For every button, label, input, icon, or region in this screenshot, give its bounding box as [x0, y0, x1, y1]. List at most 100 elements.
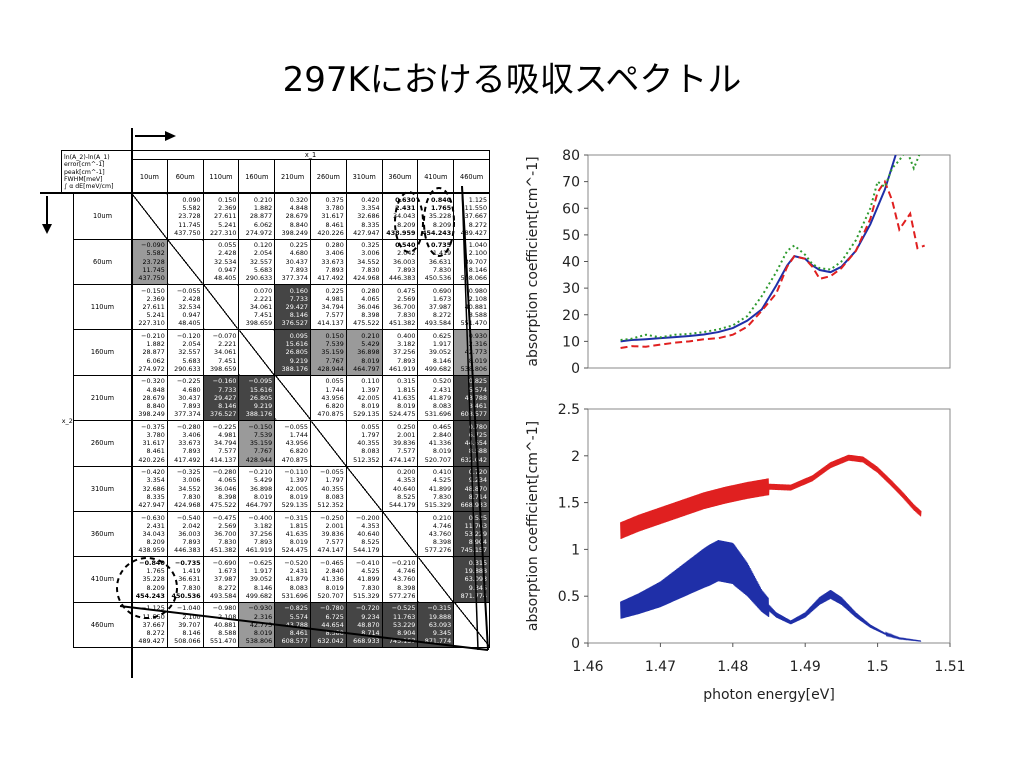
cell-value: 0.160 [289, 286, 308, 295]
cell-value: 508.066 [174, 637, 201, 646]
cell-value: 489.427 [460, 228, 488, 237]
matrix-cell: −0.375 3.780 31.617 8.461 420.226 [131, 420, 168, 467]
cell-value: −0.475 [212, 513, 237, 522]
cell-value: 0.250 [397, 422, 416, 431]
cell-value: 34.794 [321, 303, 344, 312]
cell-value: 5.574 [289, 612, 308, 621]
cell-value: 2.108 [218, 612, 237, 621]
cell-value: 0.630 [395, 195, 416, 204]
cell-value: 8.272 [432, 311, 452, 320]
cell-value: −0.780 [320, 604, 344, 613]
cell-value: 0.210 [253, 195, 273, 204]
matrix-cell: −0.250 2.001 39.836 7.577 474.147 [310, 510, 347, 558]
matrix-cell: 0.110 1.397 42.005 8.019 529.135 [345, 374, 383, 422]
cell-value: 446.383 [388, 274, 416, 283]
cell-value: −0.280 [212, 468, 237, 477]
x-tick-label: 1.51 [934, 659, 965, 675]
cell-value: 5.574 [468, 385, 488, 394]
cell-value: 8.461 [468, 402, 488, 411]
cell-value: 37.667 [464, 212, 488, 221]
cell-value: 3.780 [146, 431, 165, 440]
cell-value: 377.374 [281, 274, 308, 283]
row-header: 310um [72, 465, 133, 512]
cell-value: 41.879 [428, 393, 452, 402]
cell-value: 8.461 [289, 629, 308, 638]
cell-value: 8.588 [468, 311, 488, 320]
cell-value: 7.539 [253, 431, 273, 440]
diagonal-empty-cell [345, 465, 383, 512]
cell-value: 512.352 [317, 501, 344, 510]
cell-value: 0.690 [432, 286, 452, 295]
cell-value: 274.972 [245, 228, 273, 237]
cell-value: −1.125 [141, 604, 165, 613]
cell-value: 3.006 [182, 476, 201, 485]
matrix-cell: 0.410 4.525 41.899 7.830 515.329 [417, 465, 455, 512]
cell-value: 5.582 [146, 249, 165, 258]
cell-value: 40.640 [357, 530, 380, 539]
cell-value: 2.840 [432, 431, 452, 440]
cell-value: 8.019 [432, 447, 452, 456]
cell-value: 668.933 [460, 501, 488, 510]
cell-value: 7.733 [289, 294, 308, 303]
y-tick-label: 60 [562, 201, 580, 217]
matrix-cell: −0.420 3.354 32.686 8.335 427.947 [131, 465, 168, 512]
cell-value: 32.557 [249, 257, 273, 266]
cell-value: 274.972 [138, 364, 165, 373]
cell-value: 8.019 [289, 492, 308, 501]
cell-value: 4.353 [361, 521, 380, 530]
cell-value: 53.229 [393, 620, 416, 629]
cell-value: 398.249 [138, 410, 165, 419]
y-axis-label: absorption coefficient[cm^-1] [525, 156, 541, 366]
cell-value: 0.465 [432, 422, 452, 431]
cell-value: 398.249 [281, 228, 308, 237]
cell-value: 29.427 [285, 303, 308, 312]
cell-value: 1.744 [325, 385, 344, 394]
cell-value: 48.870 [464, 484, 488, 493]
cell-value: 43.760 [428, 530, 452, 539]
cell-value: 5.241 [218, 220, 237, 229]
cell-value: −0.225 [212, 422, 237, 431]
cell-value: 0.150 [325, 332, 344, 341]
cell-value: −1.040 [176, 604, 201, 613]
y-tick-label: 0 [571, 361, 580, 377]
cell-value: 0.315 [468, 559, 488, 568]
cell-value: 0.120 [253, 241, 273, 250]
cell-value: 8.146 [432, 356, 452, 365]
cell-value: 8.335 [146, 492, 165, 501]
cell-value: 2.316 [253, 612, 273, 621]
cell-value: 39.836 [321, 530, 344, 539]
cell-value: 37.256 [393, 348, 416, 357]
cell-value: 2.316 [468, 340, 488, 349]
cell-value: 4.525 [361, 567, 380, 576]
row-header: 10um [72, 193, 133, 240]
cell-value: −0.630 [141, 513, 165, 522]
cell-value: 35.159 [249, 439, 273, 448]
matrix-cell: −0.315 19.888 63.093 9.345 871.774 [417, 601, 455, 649]
cell-value: 8.019 [289, 538, 308, 547]
matrix-cell: 0.090 5.582 23.728 11.745 437.750 [166, 193, 204, 240]
cell-value: 290.633 [245, 274, 273, 283]
cell-value: 5.429 [361, 340, 380, 349]
cell-value: 0.947 [218, 265, 237, 274]
y-tick-label: 30 [562, 281, 580, 297]
cell-value: 0.210 [432, 513, 452, 522]
cell-value: 8.019 [397, 402, 416, 411]
cell-value: 544.179 [353, 546, 380, 555]
cell-value: 7.893 [182, 447, 201, 456]
cell-value: −0.090 [141, 241, 165, 250]
cell-value: 520.707 [317, 591, 344, 600]
cell-value: 23.728 [178, 212, 201, 221]
matrix-cell: 0.055 1.744 43.956 6.820 470.875 [310, 374, 347, 422]
cell-value: 7.767 [253, 447, 273, 456]
matrix-cell: 0.120 2.054 32.557 5.683 290.633 [238, 238, 276, 285]
cell-value: −0.315 [284, 513, 308, 522]
plot-area [620, 454, 922, 642]
cell-value: −0.690 [212, 559, 237, 568]
cell-value: 39.707 [178, 620, 201, 629]
cell-value: −0.160 [212, 377, 237, 386]
cell-value: 40.881 [214, 620, 237, 629]
y-tick-label: 2.5 [558, 402, 580, 418]
cell-value: −0.825 [284, 604, 308, 613]
connector-line [461, 185, 479, 651]
cell-value: 11.745 [142, 265, 165, 274]
